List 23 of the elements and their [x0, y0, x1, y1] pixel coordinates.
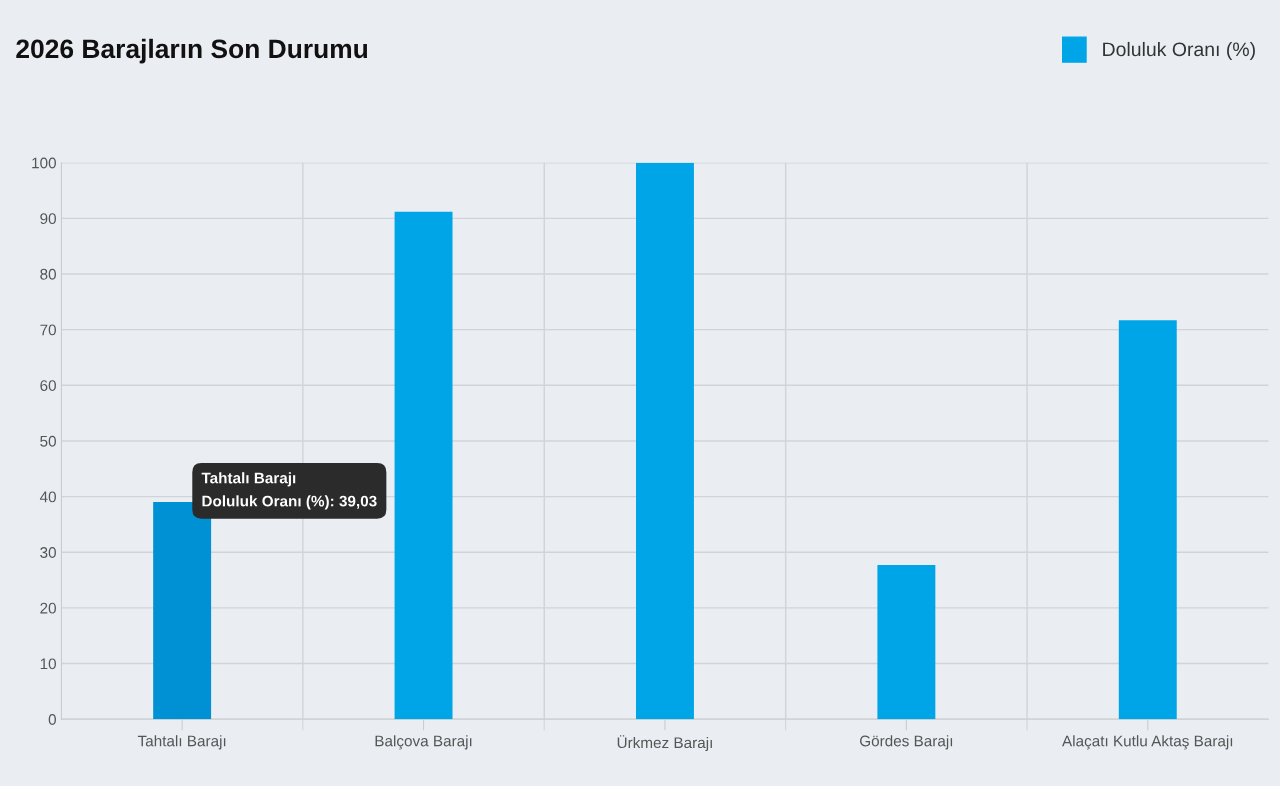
x-tick-label: Gördes Barajı [860, 735, 953, 750]
y-tick-label: 80 [40, 268, 56, 280]
y-tick-label: 60 [40, 380, 56, 391]
bar [877, 565, 936, 720]
y-tick-label: 30 [40, 547, 56, 558]
y-tick-label: 50 [40, 435, 56, 447]
y-tick-label: 40 [39, 491, 56, 503]
y-tick-label: 90 [40, 213, 56, 225]
x-tick-label: Tahtalı Barajı [137, 735, 226, 750]
y-tick-label: 20 [40, 602, 56, 614]
bar [1118, 320, 1177, 720]
y-tick-label: 70 [40, 324, 56, 336]
y-tick-label: 100 [32, 157, 56, 169]
bar [394, 211, 453, 720]
x-tick-label: Ürkmez Barajı [617, 735, 712, 752]
legend-label: Doluluk Oranı (%) [1103, 41, 1255, 61]
y-tick-label: 10 [40, 658, 56, 670]
bar [635, 162, 694, 720]
chart-title: 2026 Barajların Son Durumu [16, 38, 368, 64]
y-tick-label: 0 [48, 714, 56, 725]
x-tick-label: Alaçatı Kutlu Aktaş Barajı [1062, 735, 1233, 750]
annotation: Tahtalı Barajı Doluluk Oranı (%): 39,03 [201, 472, 377, 510]
x-tick-label: Balçova Barajı [375, 735, 472, 750]
